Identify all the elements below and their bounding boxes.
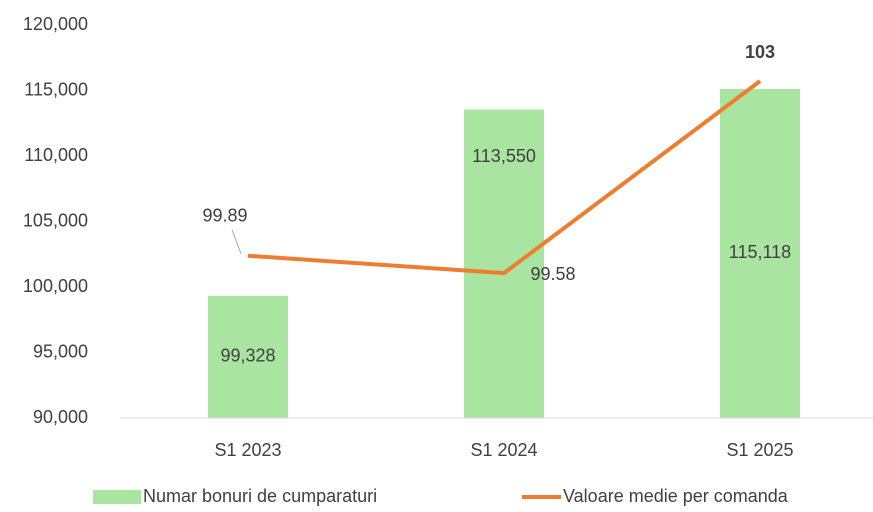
legend-swatch [93,490,141,504]
line-series [247,79,762,276]
x-tick-label: S1 2023 [214,440,281,460]
bar [208,295,288,418]
legend-label: Numar bonuri de cumparaturi [143,486,377,506]
x-tick-label: S1 2025 [726,440,793,460]
x-tick-label: S1 2024 [470,440,537,460]
bar-value-label: 99,328 [220,346,275,366]
bar-value-label: 115,118 [729,242,791,262]
line-value-label: 99.58 [530,264,575,284]
y-tick-label: 105,000 [23,210,88,230]
line-value-label: 103 [745,42,775,62]
bar [720,88,800,419]
y-tick-label: 120,000 [23,14,88,34]
leader-line [231,229,242,254]
y-tick-label: 100,000 [23,276,88,296]
y-tick-label: 95,000 [33,341,88,361]
y-tick-label: 110,000 [24,145,88,165]
y-tick-label: 115,000 [24,79,88,99]
bar [464,109,544,419]
y-tick-label: 90,000 [33,407,88,427]
bar-value-label: 113,550 [472,146,536,166]
line-value-label: 99.89 [202,205,247,225]
legend-label: Valoare medie per comanda [563,486,789,506]
